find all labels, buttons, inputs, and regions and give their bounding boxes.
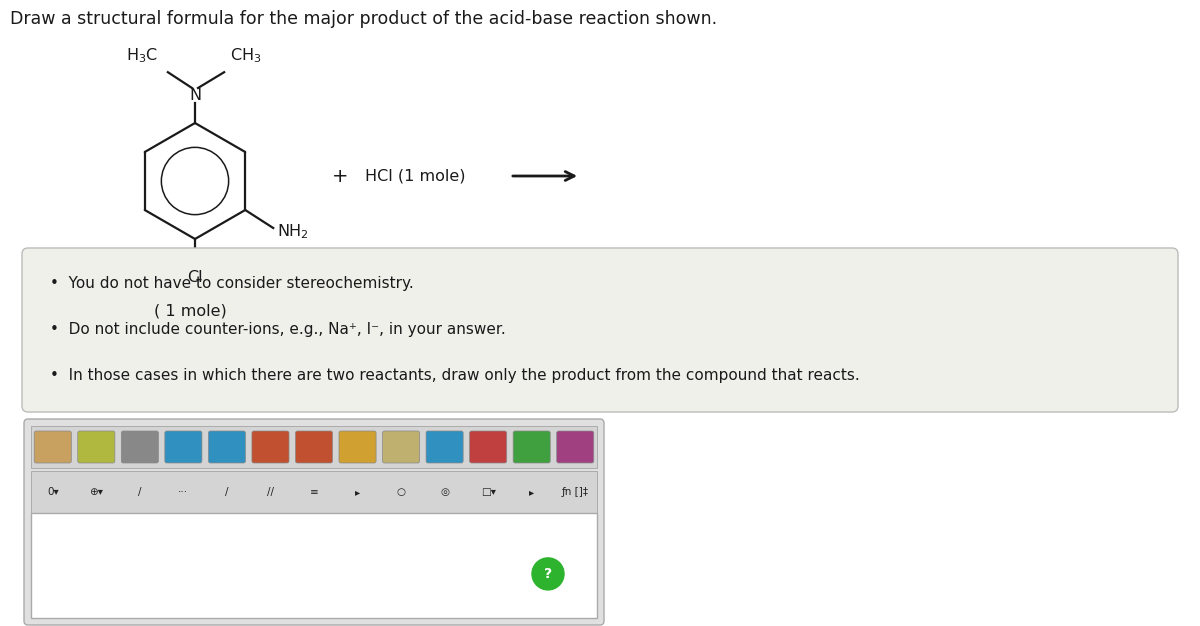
FancyBboxPatch shape: [295, 431, 332, 463]
FancyBboxPatch shape: [209, 431, 246, 463]
FancyBboxPatch shape: [338, 431, 376, 463]
Text: ƒn []‡: ƒn []‡: [562, 487, 589, 497]
Text: Cl: Cl: [187, 270, 203, 285]
Text: 0▾: 0▾: [47, 487, 59, 497]
FancyBboxPatch shape: [35, 431, 71, 463]
FancyBboxPatch shape: [31, 426, 598, 468]
Text: ( 1 mole): ( 1 mole): [154, 304, 227, 319]
FancyBboxPatch shape: [514, 431, 551, 463]
Circle shape: [532, 558, 564, 590]
FancyBboxPatch shape: [22, 248, 1178, 412]
FancyBboxPatch shape: [121, 431, 158, 463]
FancyBboxPatch shape: [252, 431, 289, 463]
Text: +: +: [331, 167, 348, 185]
Text: //: //: [266, 487, 274, 497]
Text: CH$_3$: CH$_3$: [230, 46, 262, 65]
Text: •  You do not have to consider stereochemistry.: • You do not have to consider stereochem…: [50, 276, 414, 291]
Text: ▸: ▸: [529, 487, 534, 497]
FancyBboxPatch shape: [78, 431, 115, 463]
Text: □▾: □▾: [481, 487, 496, 497]
Text: H$_3$C: H$_3$C: [126, 46, 158, 65]
FancyBboxPatch shape: [31, 471, 598, 513]
Text: ≡: ≡: [310, 487, 318, 497]
Text: /: /: [226, 487, 229, 497]
Text: ▸: ▸: [355, 487, 360, 497]
Text: Draw a structural formula for the major product of the acid-base reaction shown.: Draw a structural formula for the major …: [10, 10, 718, 28]
Text: ···: ···: [179, 487, 188, 497]
Text: ?: ?: [544, 567, 552, 581]
FancyBboxPatch shape: [426, 431, 463, 463]
FancyBboxPatch shape: [164, 431, 202, 463]
FancyBboxPatch shape: [31, 513, 598, 618]
FancyBboxPatch shape: [24, 419, 604, 625]
FancyBboxPatch shape: [557, 431, 594, 463]
FancyBboxPatch shape: [469, 431, 506, 463]
Text: /: /: [138, 487, 142, 497]
Text: •  Do not include counter-ions, e.g., Na⁺, I⁻, in your answer.: • Do not include counter-ions, e.g., Na⁺…: [50, 322, 505, 337]
Text: NH$_2$: NH$_2$: [277, 223, 308, 242]
Text: HCl (1 mole): HCl (1 mole): [365, 168, 466, 183]
Text: •  In those cases in which there are two reactants, draw only the product from t: • In those cases in which there are two …: [50, 368, 859, 383]
FancyBboxPatch shape: [383, 431, 420, 463]
Text: ◎: ◎: [440, 487, 449, 497]
Text: ⊕▾: ⊕▾: [89, 487, 103, 497]
Text: N: N: [188, 88, 202, 103]
Text: ○: ○: [396, 487, 406, 497]
